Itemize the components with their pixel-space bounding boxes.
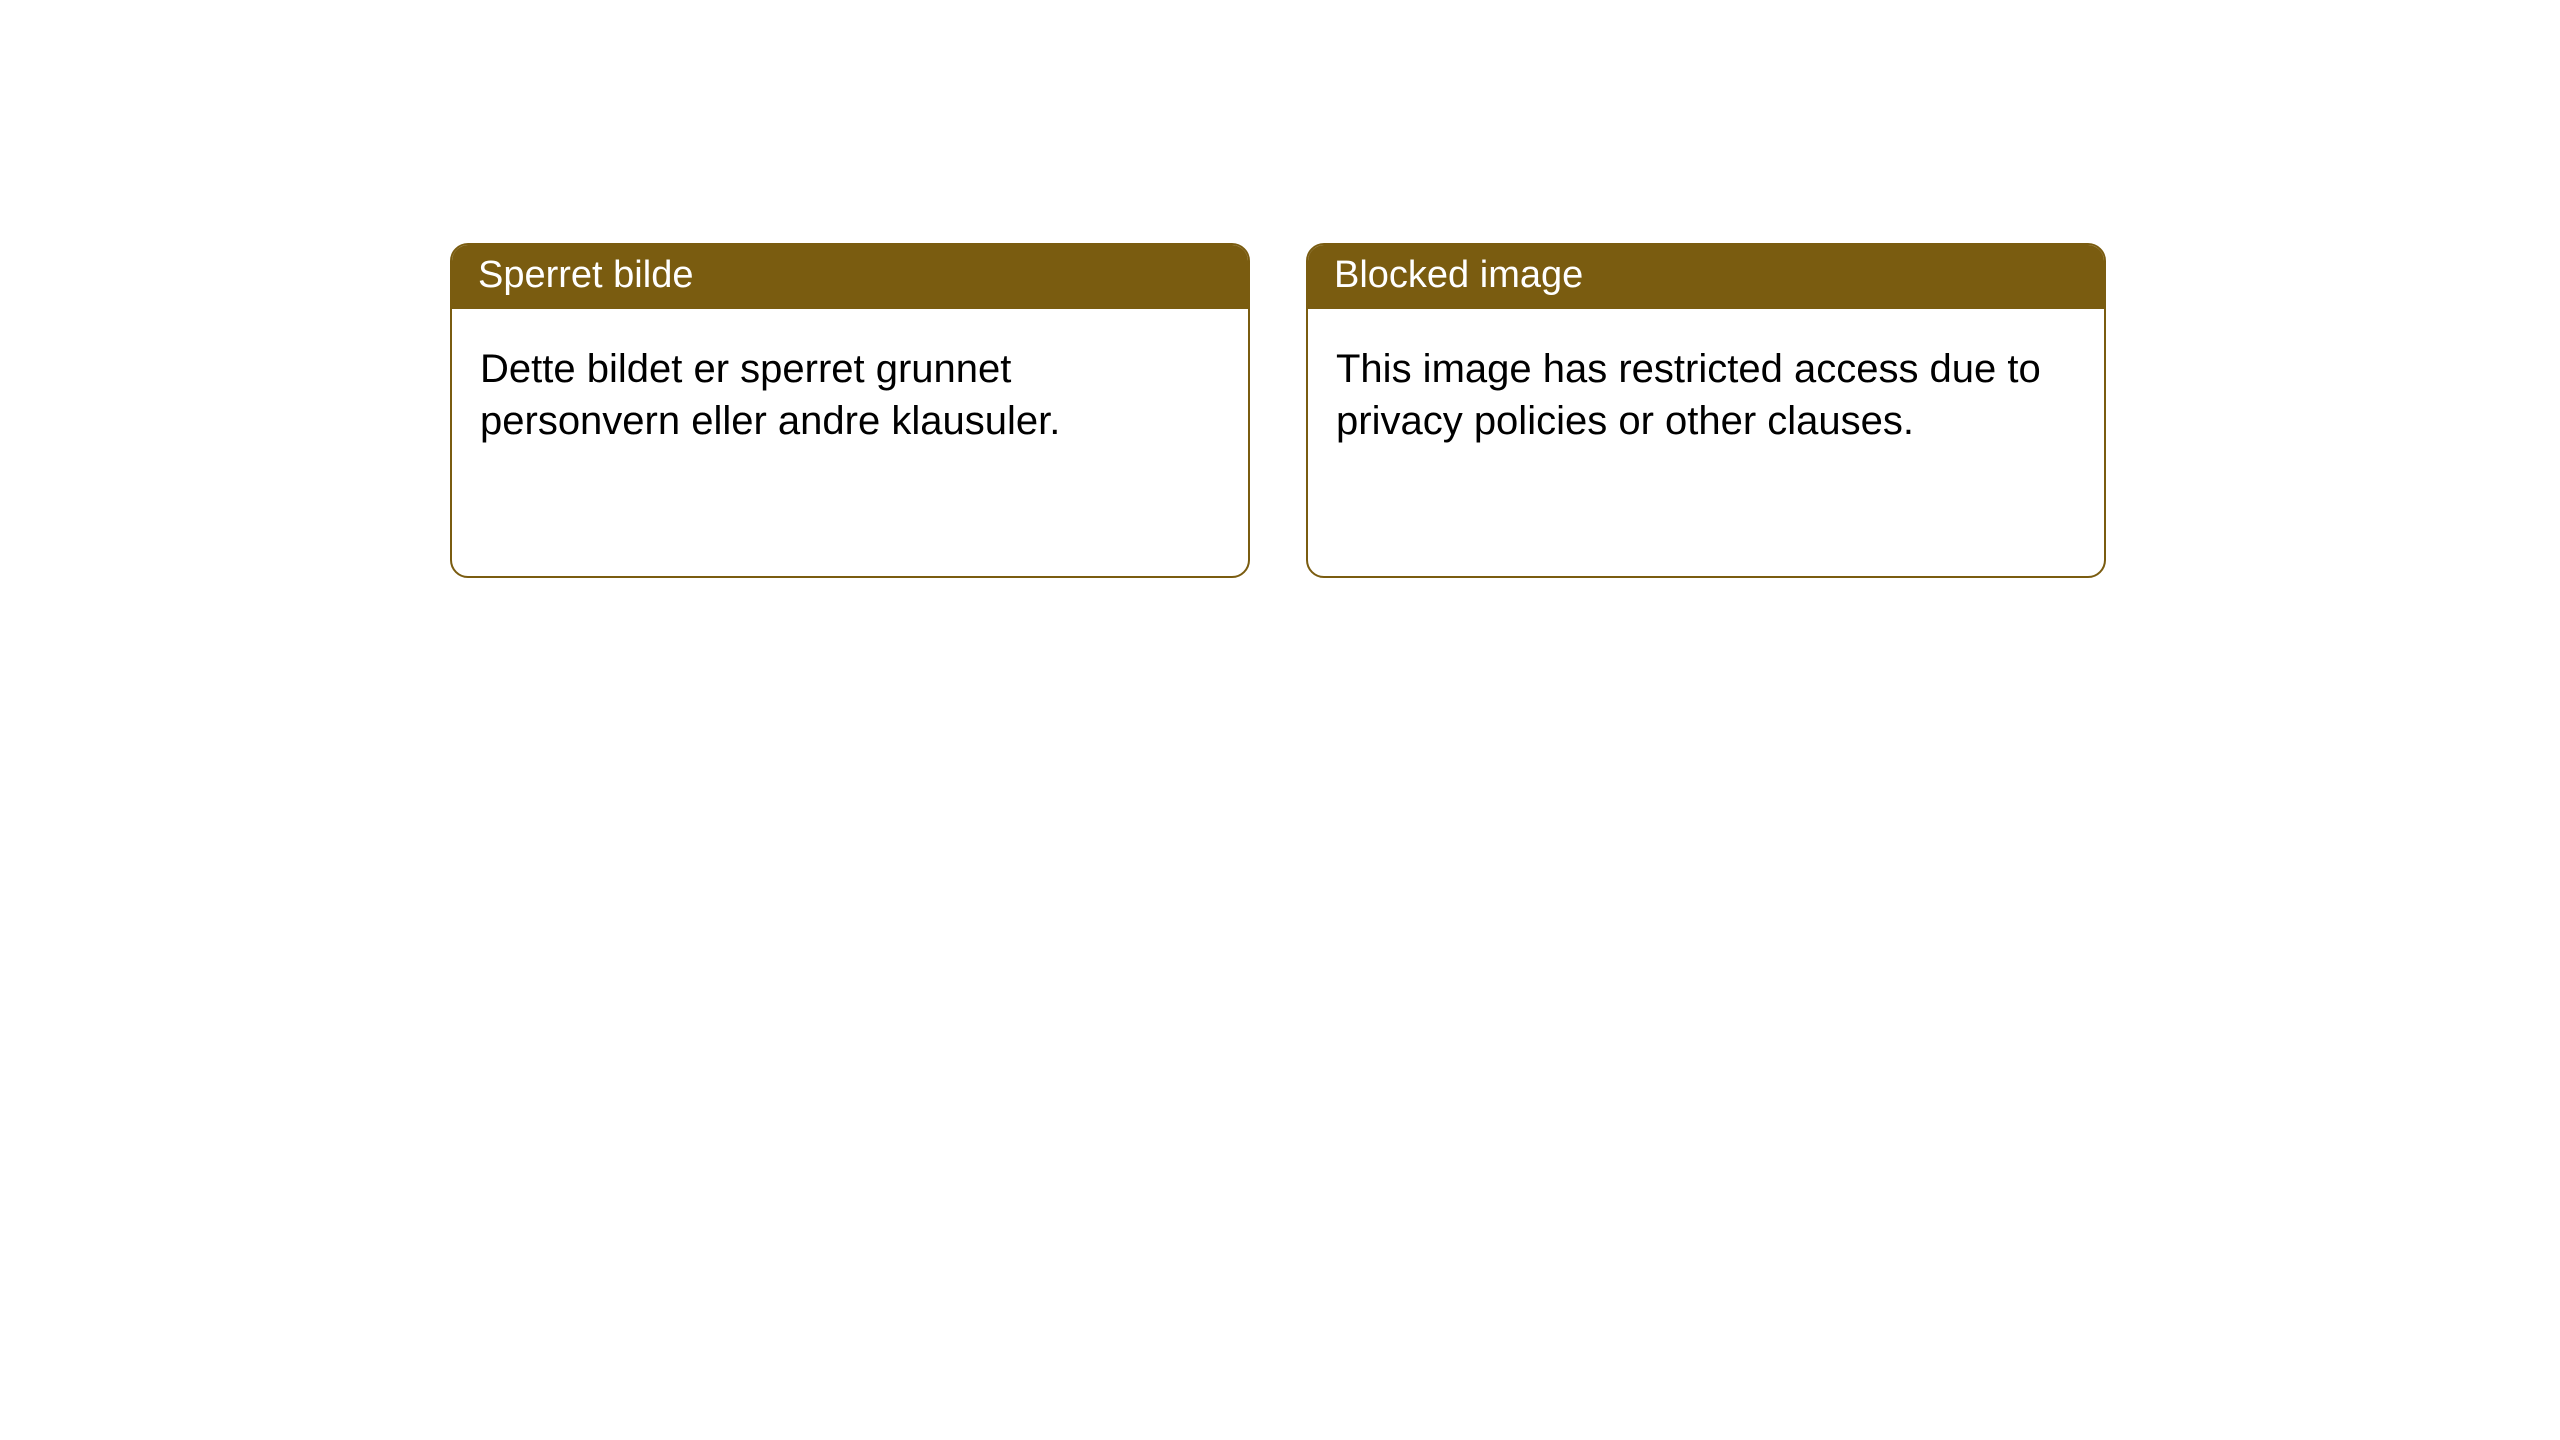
notice-card-body-0: Dette bildet er sperret grunnet personve… [452,309,1248,481]
notice-card-0: Sperret bilde Dette bildet er sperret gr… [450,243,1250,578]
notice-card-1: Blocked image This image has restricted … [1306,243,2106,578]
notice-card-body-1: This image has restricted access due to … [1308,309,2104,481]
notice-card-header-0: Sperret bilde [452,245,1248,309]
notice-card-header-1: Blocked image [1308,245,2104,309]
notice-container: Sperret bilde Dette bildet er sperret gr… [0,0,2560,578]
